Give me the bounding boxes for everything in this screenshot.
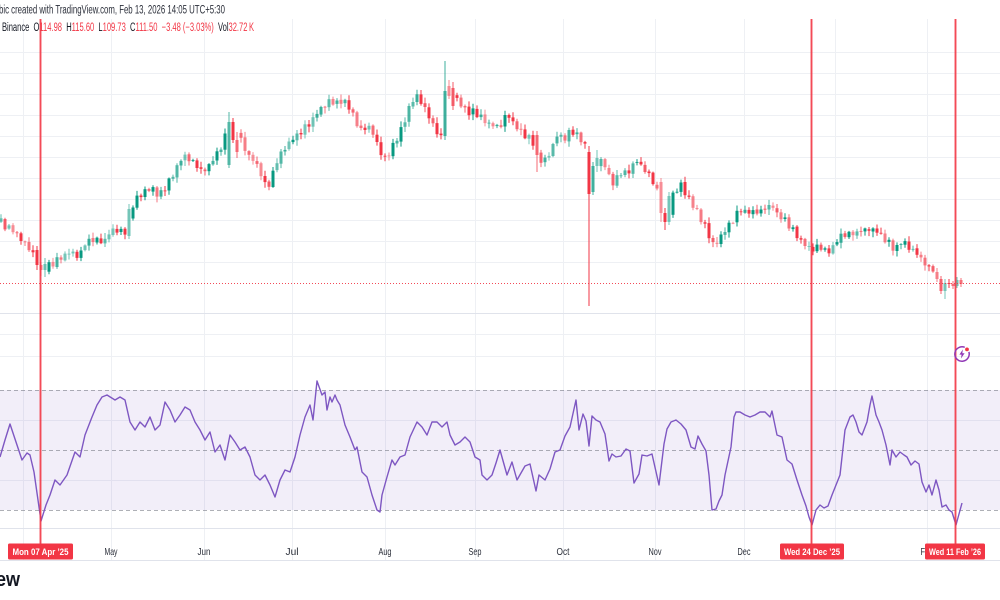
svg-text:Dec: Dec: [738, 546, 751, 558]
svg-text:bic created with TradingView.c: bic created with TradingView.com, Feb 13…: [0, 5, 225, 17]
svg-text:Aug: Aug: [379, 546, 392, 558]
svg-text:Sep: Sep: [469, 546, 482, 558]
svg-text:Wed 24 Dec ’25: Wed 24 Dec ’25: [784, 547, 841, 558]
svg-text:Wed 11 Feb ’26: Wed 11 Feb ’26: [929, 547, 981, 558]
svg-text:Mon 07 Apr ’25: Mon 07 Apr ’25: [13, 547, 70, 558]
svg-text:May: May: [105, 546, 118, 558]
svg-text:Binance O114.98 H115.60 L10: Binance O114.98 H115.60 L109.73 C111.50 …: [2, 22, 254, 34]
svg-text:Jun: Jun: [198, 546, 211, 558]
svg-text:Oct: Oct: [557, 546, 570, 558]
svg-text:Jul: Jul: [286, 546, 299, 558]
svg-text:ew: ew: [0, 568, 20, 591]
svg-text:Nov: Nov: [649, 546, 663, 558]
